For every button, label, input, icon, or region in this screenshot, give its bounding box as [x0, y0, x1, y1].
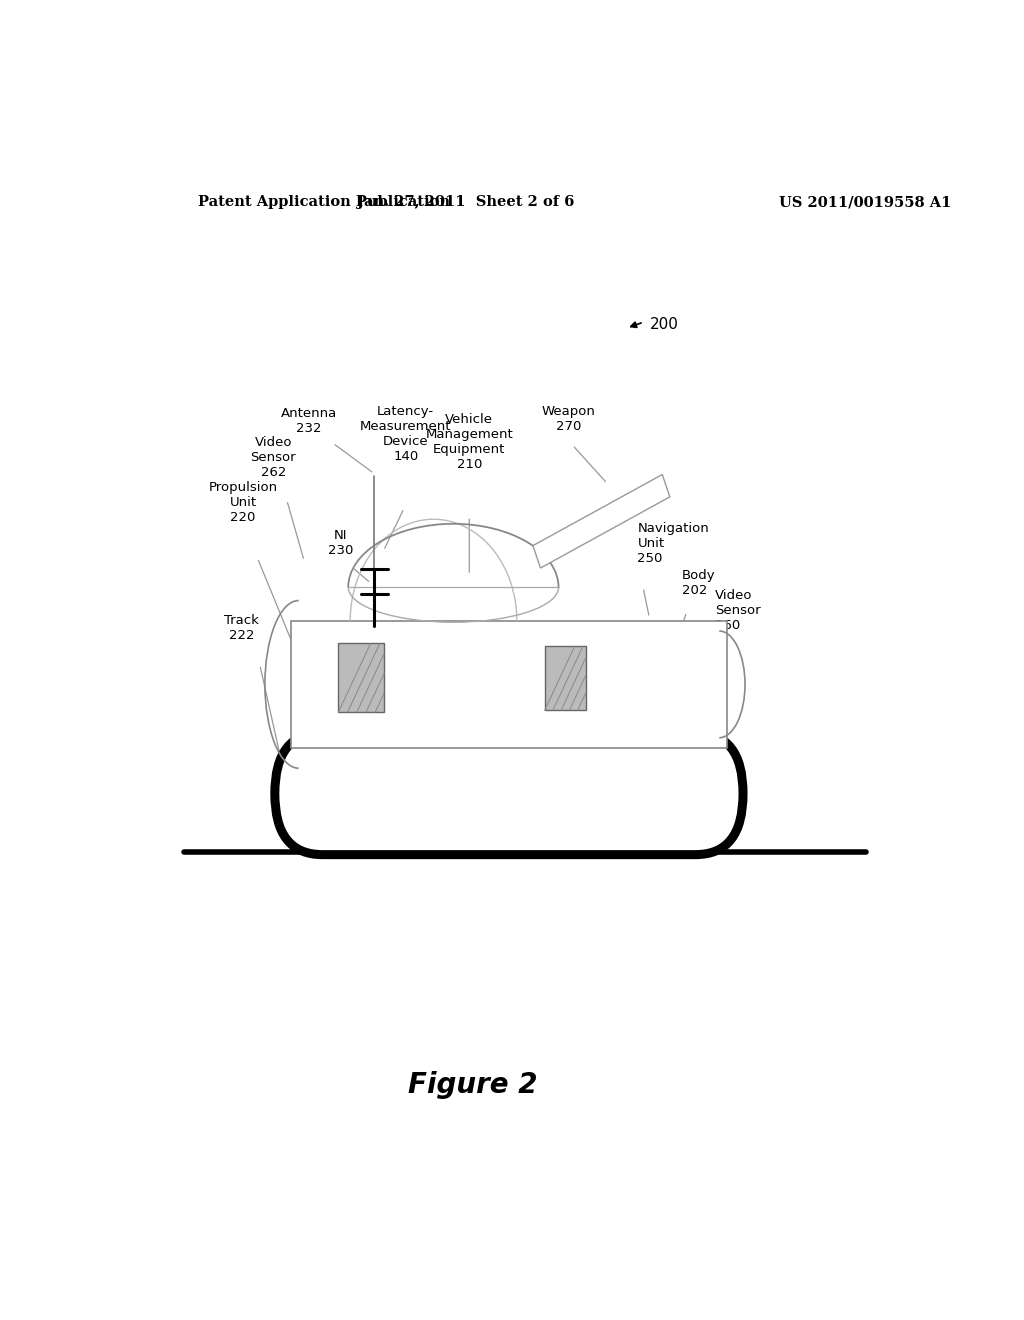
FancyBboxPatch shape [274, 733, 743, 854]
Ellipse shape [387, 748, 454, 854]
Ellipse shape [665, 748, 731, 854]
Text: Video
Sensor
260: Video Sensor 260 [715, 589, 761, 632]
Bar [338, 643, 384, 713]
Text: Latency-
Measurement
Device
140: Latency- Measurement Device 140 [360, 405, 452, 463]
Ellipse shape [275, 748, 342, 854]
Text: NI
230: NI 230 [328, 529, 353, 557]
Text: Antenna
232: Antenna 232 [281, 407, 337, 434]
Text: Figure 2: Figure 2 [409, 1072, 538, 1100]
Ellipse shape [442, 748, 509, 854]
Text: Propulsion
Unit
220: Propulsion Unit 220 [209, 482, 278, 524]
Bar [291, 620, 727, 748]
Text: Vehicle
Management
Equipment
210: Vehicle Management Equipment 210 [425, 413, 513, 471]
Ellipse shape [331, 748, 398, 854]
Bar [545, 647, 586, 710]
Text: US 2011/0019558 A1: US 2011/0019558 A1 [778, 195, 951, 209]
Ellipse shape [498, 748, 564, 854]
Text: Navigation
Unit
250: Navigation Unit 250 [638, 521, 710, 565]
Text: Weapon
270: Weapon 270 [542, 405, 595, 433]
Text: Track
222: Track 222 [224, 614, 259, 643]
Text: 200: 200 [650, 317, 679, 331]
Text: Video
Sensor
262: Video Sensor 262 [251, 436, 296, 479]
Ellipse shape [609, 748, 676, 854]
Text: Jan. 27, 2011  Sheet 2 of 6: Jan. 27, 2011 Sheet 2 of 6 [356, 195, 574, 209]
Text: Body
202: Body 202 [682, 569, 716, 598]
Ellipse shape [553, 748, 620, 854]
Text: Patent Application Publication: Patent Application Publication [198, 195, 450, 209]
Polygon shape [532, 474, 670, 568]
